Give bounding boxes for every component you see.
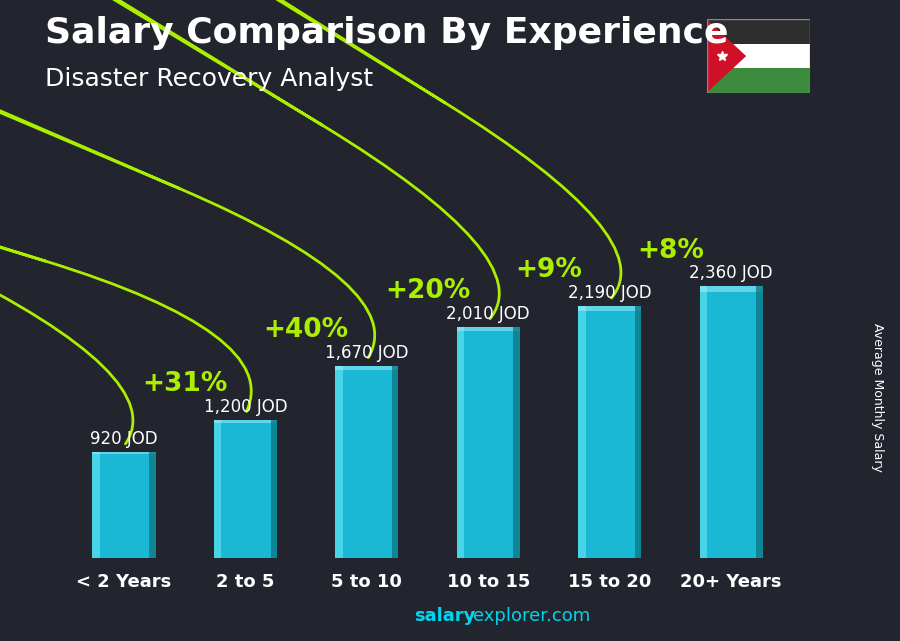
Bar <box>335 366 399 370</box>
Text: 1,670 JOD: 1,670 JOD <box>325 344 409 362</box>
Text: salary: salary <box>414 607 475 625</box>
Bar <box>456 327 464 558</box>
Bar <box>392 366 399 558</box>
Bar <box>214 420 221 558</box>
Text: 920 JOD: 920 JOD <box>90 430 158 448</box>
Text: 2,190 JOD: 2,190 JOD <box>568 284 652 302</box>
Bar <box>699 287 707 558</box>
Text: Disaster Recovery Analyst: Disaster Recovery Analyst <box>45 67 374 91</box>
Bar <box>578 306 641 311</box>
Text: +9%: +9% <box>516 257 582 283</box>
Bar <box>578 306 586 558</box>
Bar <box>578 306 641 558</box>
Bar <box>335 366 399 558</box>
Bar <box>706 19 810 44</box>
Text: +20%: +20% <box>385 278 470 304</box>
Bar <box>93 452 156 558</box>
Bar <box>456 327 520 331</box>
Bar <box>634 306 641 558</box>
Text: Salary Comparison By Experience: Salary Comparison By Experience <box>45 16 728 50</box>
Text: 15 to 20: 15 to 20 <box>568 572 652 590</box>
Text: +40%: +40% <box>264 317 348 343</box>
Bar <box>271 420 277 558</box>
Bar <box>706 44 810 69</box>
Bar <box>93 452 100 558</box>
Bar <box>514 327 520 558</box>
Text: 20+ Years: 20+ Years <box>680 572 782 590</box>
Text: Average Monthly Salary: Average Monthly Salary <box>871 323 884 472</box>
Bar <box>93 452 156 454</box>
Text: 10 to 15: 10 to 15 <box>446 572 530 590</box>
Bar <box>214 420 277 558</box>
Bar <box>699 287 762 292</box>
Bar <box>756 287 762 558</box>
Text: 2 to 5: 2 to 5 <box>216 572 274 590</box>
Bar <box>335 366 343 558</box>
Text: explorer.com: explorer.com <box>472 607 590 625</box>
Bar <box>699 287 762 558</box>
Text: 2,010 JOD: 2,010 JOD <box>446 304 530 322</box>
Bar <box>214 420 277 422</box>
Bar <box>149 452 156 558</box>
Text: 5 to 10: 5 to 10 <box>331 572 402 590</box>
Text: 1,200 JOD: 1,200 JOD <box>203 397 287 416</box>
Text: 2,360 JOD: 2,360 JOD <box>689 264 773 283</box>
Text: +8%: +8% <box>637 238 704 264</box>
Text: < 2 Years: < 2 Years <box>76 572 172 590</box>
Polygon shape <box>706 19 746 93</box>
Bar <box>456 327 520 558</box>
Text: +31%: +31% <box>142 371 228 397</box>
Bar <box>706 69 810 93</box>
